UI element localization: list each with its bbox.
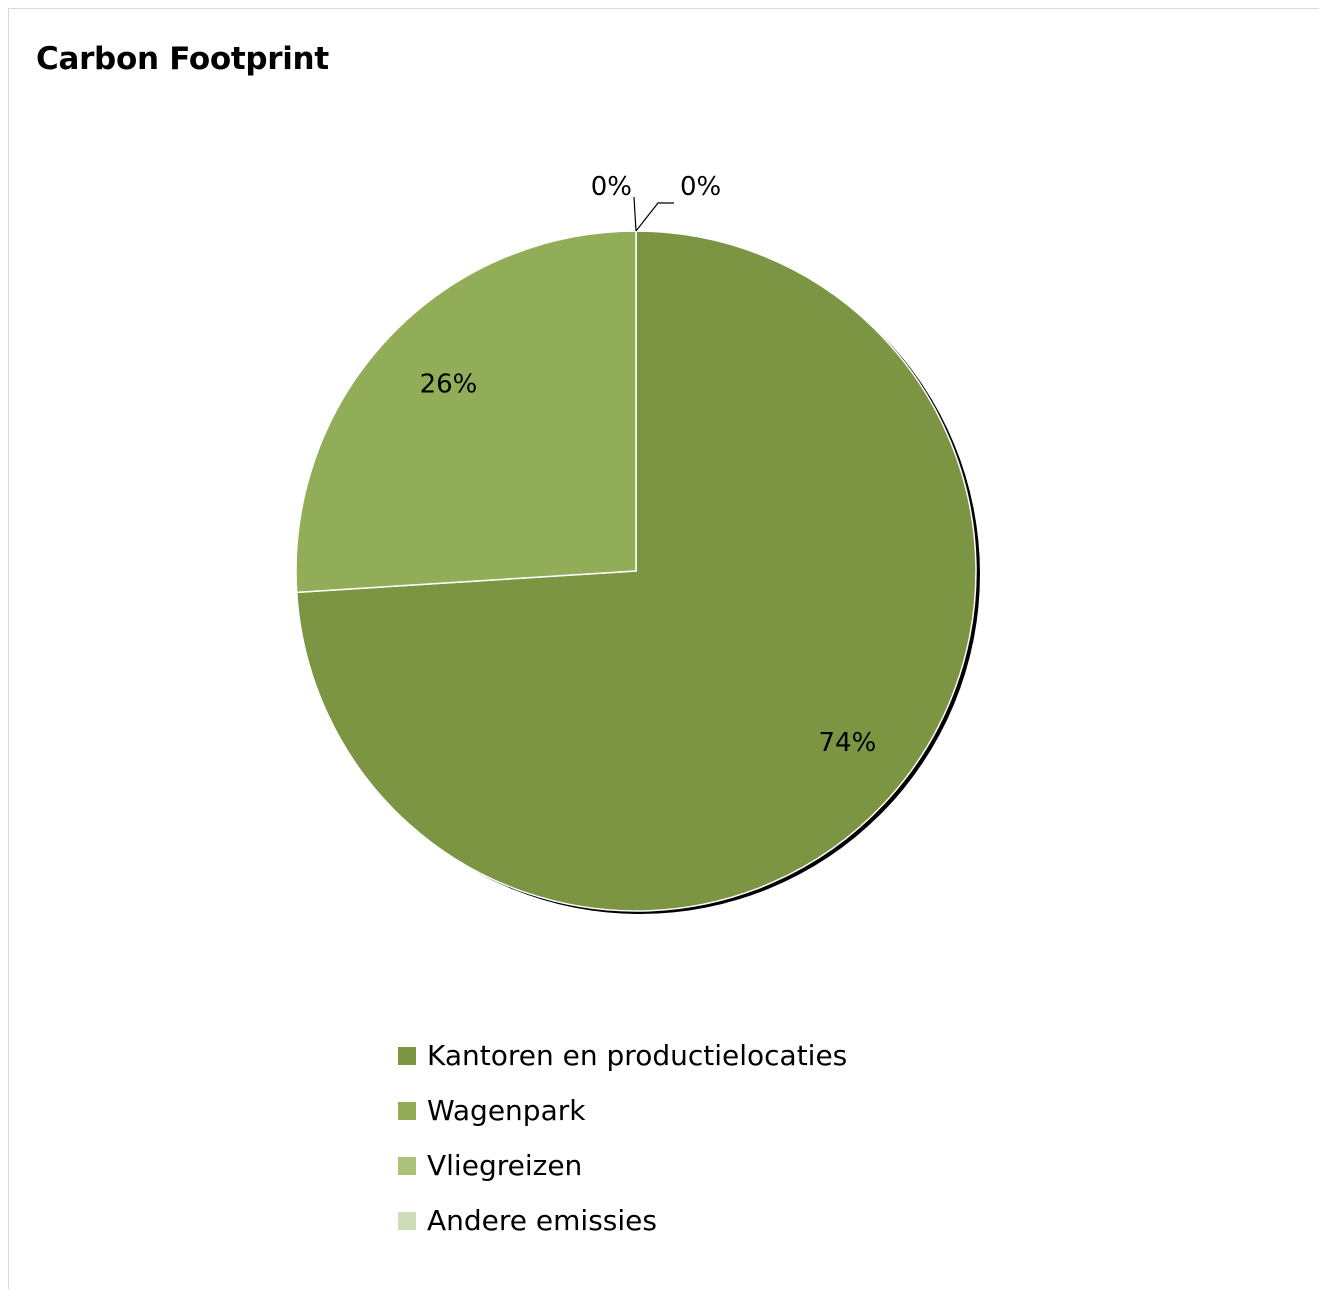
legend-label: Kantoren en productielocaties bbox=[427, 1039, 848, 1072]
legend-item: Wagenpark bbox=[398, 1083, 847, 1138]
legend-item: Vliegreizen bbox=[398, 1138, 847, 1193]
data-label-1: 74% bbox=[818, 728, 876, 758]
legend-item: Kantoren en productielocaties bbox=[398, 1028, 847, 1083]
leader-line-4 bbox=[635, 202, 674, 232]
legend-swatch bbox=[398, 1101, 416, 1120]
legend-swatch bbox=[398, 1046, 416, 1065]
legend-swatch bbox=[398, 1156, 416, 1175]
legend: Kantoren en productielocaties Wagenpark Vl… bbox=[398, 1028, 847, 1248]
data-label-2: 26% bbox=[420, 369, 478, 399]
legend-swatch bbox=[398, 1211, 416, 1230]
data-label-4: 0% bbox=[680, 172, 721, 202]
legend-item: Andere emissies bbox=[398, 1193, 847, 1248]
leader-line-3 bbox=[633, 196, 637, 232]
data-label-3: 0% bbox=[591, 172, 632, 202]
legend-label: Wagenpark bbox=[427, 1094, 586, 1127]
chart-title: Carbon Footprint bbox=[36, 41, 329, 77]
legend-label: Vliegreizen bbox=[427, 1149, 583, 1182]
pie-slice-2 bbox=[295, 230, 637, 594]
legend-label: Andere emissies bbox=[427, 1204, 657, 1237]
